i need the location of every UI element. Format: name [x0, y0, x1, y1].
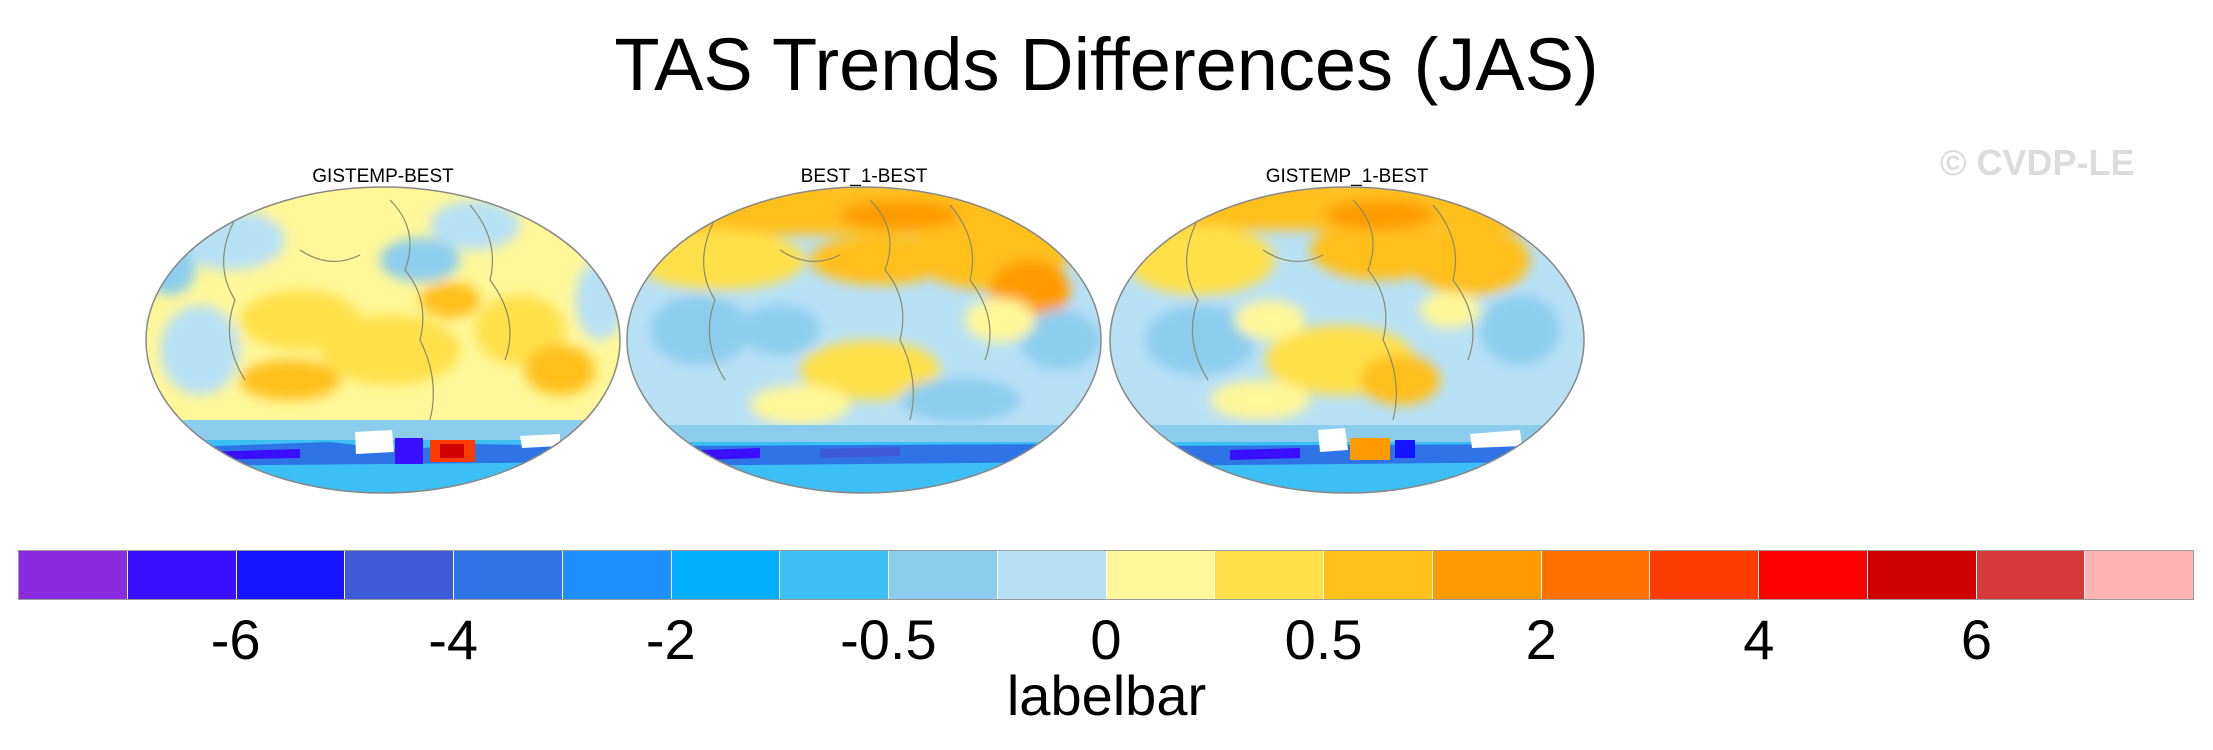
colorbar-swatch [1106, 551, 1216, 599]
map-panel-1 [145, 186, 621, 494]
panel-title-1: GISTEMP-BEST [312, 166, 454, 187]
colorbar-swatch [1976, 551, 2086, 599]
colorbar-swatch [1432, 551, 1542, 599]
colorbar-tick-label: 0.5 [1284, 608, 1363, 671]
colorbar-tick-label: -4 [428, 608, 479, 671]
colorbar-swatch [1324, 551, 1433, 599]
panel-title-3: GISTEMP_1-BEST [1265, 166, 1429, 187]
colorbar-swatch [2085, 551, 2193, 599]
colorbar-swatch [562, 551, 672, 599]
colorbar-swatch [19, 551, 128, 599]
colorbar-tick-label: 6 [1960, 608, 1992, 671]
colorbar-swatch [345, 551, 454, 599]
colorbar-tick-label: -0.5 [840, 608, 937, 671]
colorbar-tick-label: -2 [645, 608, 696, 671]
panel-title-2: BEST_1-BEST [800, 166, 928, 187]
colorbar-tick-label: 2 [1525, 608, 1557, 671]
colorbar-tick-label: 4 [1743, 608, 1775, 671]
colorbar [18, 550, 2194, 600]
colorbar-swatch [997, 551, 1107, 599]
colorbar-swatch [1759, 551, 1868, 599]
colorbar-label: labelbar [1006, 664, 1207, 727]
map-panels [145, 186, 1585, 494]
colorbar-swatch [1215, 551, 1324, 599]
colorbar-swatch [236, 551, 346, 599]
map-panel-2 [626, 186, 1102, 494]
colorbar-swatch [889, 551, 998, 599]
map-panel-3 [1109, 186, 1585, 494]
colorbar-tick-label: -6 [210, 608, 261, 671]
watermark: © CVDP-LE [1940, 142, 2135, 183]
colorbar-swatch [780, 551, 889, 599]
colorbar-swatch [671, 551, 781, 599]
colorbar-swatch [1867, 551, 1977, 599]
colorbar-tick-label: 0 [1090, 608, 1122, 671]
colorbar-swatch [1541, 551, 1651, 599]
colorbar-swatch [127, 551, 237, 599]
colorbar-swatch [454, 551, 563, 599]
figure-title: TAS Trends Differences (JAS) [614, 23, 1599, 106]
colorbar-swatch [1650, 551, 1759, 599]
